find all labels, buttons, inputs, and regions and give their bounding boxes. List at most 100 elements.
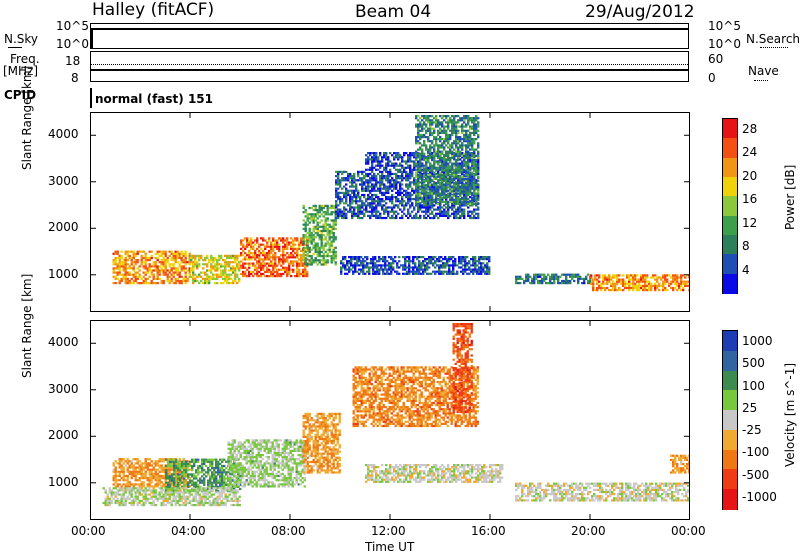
power-data-cell: [172, 263, 175, 266]
power-data-cell: [160, 254, 163, 257]
power-data-cell: [425, 119, 428, 122]
power-data-cell: [342, 266, 345, 269]
power-data-cell: [447, 138, 450, 141]
power-data-cell: [399, 187, 402, 190]
power-data-cell: [192, 261, 195, 264]
power-data-cell: [345, 187, 348, 190]
power-data-cell: [482, 262, 485, 265]
vel-data-cell: [116, 462, 119, 465]
power-data-cell: [662, 282, 665, 285]
power-data-cell: [335, 202, 338, 205]
power-data-cell: [196, 275, 199, 278]
power-data-cell: [214, 267, 217, 270]
power-data-cell: [423, 140, 426, 143]
power-data-cell: [449, 175, 452, 178]
power-data-cell: [427, 161, 430, 164]
power-data-cell: [369, 216, 372, 220]
power-data-cell: [344, 264, 347, 267]
power-data-cell: [176, 252, 179, 255]
power-data-cell: [405, 152, 408, 155]
power-data-cell: [477, 185, 480, 188]
vel-data-cell: [191, 467, 194, 470]
power-data-cell: [337, 170, 340, 173]
power-data-cell: [577, 282, 580, 285]
power-data-cell: [431, 172, 434, 176]
power-data-cell: [122, 265, 125, 268]
nave-label: Nave: [748, 64, 779, 78]
power-data-cell: [156, 259, 159, 262]
power-data-cell: [435, 138, 438, 141]
power-data-cell: [646, 280, 649, 283]
power-data-cell: [395, 164, 398, 167]
power-data-cell: [318, 261, 321, 264]
power-data-cell: [312, 234, 315, 237]
power-data-cell: [640, 278, 643, 281]
vel-data-cell: [173, 467, 176, 470]
power-data-cell: [405, 196, 408, 199]
power-data-cell: [453, 200, 456, 203]
power-data-cell: [463, 184, 466, 187]
power-data-cell: [445, 212, 448, 215]
power-data-cell: [473, 192, 476, 195]
power-data-cell: [410, 270, 413, 273]
vel-data-cell: [148, 477, 151, 480]
power-data-cell: [427, 188, 430, 191]
power-data-cell: [465, 184, 468, 187]
vel-data-cell: [148, 470, 151, 473]
power-data-cell: [405, 214, 408, 217]
power-data-cell: [423, 133, 426, 137]
power-data-cell: [463, 214, 466, 217]
power-data-cell: [419, 154, 422, 157]
power-data-cell: [473, 131, 476, 134]
power-data-cell: [359, 196, 362, 199]
power-data-cell: [471, 212, 474, 215]
power-data-cell: [427, 136, 430, 139]
power-data-cell: [439, 131, 442, 134]
vel-data-cell: [169, 485, 172, 488]
power-data-cell: [488, 256, 491, 259]
power-data-cell: [260, 258, 263, 261]
vel-data-cell: [130, 462, 133, 465]
power-data-cell: [168, 269, 171, 272]
power-data-cell: [431, 167, 434, 170]
vel-data-cell: [177, 475, 180, 478]
power-data-cell: [399, 191, 402, 194]
power-data-cell: [461, 188, 464, 191]
cpid-marker: [90, 88, 92, 108]
power-data-cell: [385, 177, 388, 180]
power-data-cell: [461, 123, 464, 126]
power-data-cell: [451, 198, 454, 201]
power-data-cell: [340, 262, 343, 265]
power-data-cell: [260, 237, 263, 240]
power-data-cell: [638, 286, 641, 290]
power-data-cell: [421, 154, 424, 157]
power-data-cell: [415, 154, 418, 157]
power-data-cell: [302, 255, 305, 258]
power-data-cell: [467, 173, 470, 176]
power-data-cell: [620, 280, 623, 283]
power-data-cell: [439, 182, 442, 185]
power-data-cell: [198, 275, 201, 278]
power-data-cell: [154, 265, 157, 268]
power-data-cell: [391, 177, 394, 180]
power-data-cell: [306, 219, 309, 222]
power-data-cell: [441, 158, 444, 161]
power-data-cell: [404, 268, 407, 271]
power-data-cell: [320, 250, 323, 253]
power-data-cell: [401, 187, 404, 190]
power-data-cell: [385, 191, 388, 194]
power-data-cell: [421, 144, 424, 147]
power-data-cell: [388, 266, 391, 269]
power-data-cell: [648, 280, 651, 283]
power-data-cell: [353, 175, 356, 178]
power-data-cell: [393, 162, 396, 165]
power-data-cell: [443, 188, 446, 191]
vel-data-cell: [183, 460, 186, 463]
power-data-cell: [469, 184, 472, 187]
power-data-cell: [328, 255, 331, 258]
power-data-cell: [278, 275, 281, 278]
power-data-cell: [152, 261, 155, 264]
power-data-cell: [453, 148, 456, 151]
power-data-cell: [391, 193, 394, 197]
power-data-cell: [455, 144, 458, 147]
